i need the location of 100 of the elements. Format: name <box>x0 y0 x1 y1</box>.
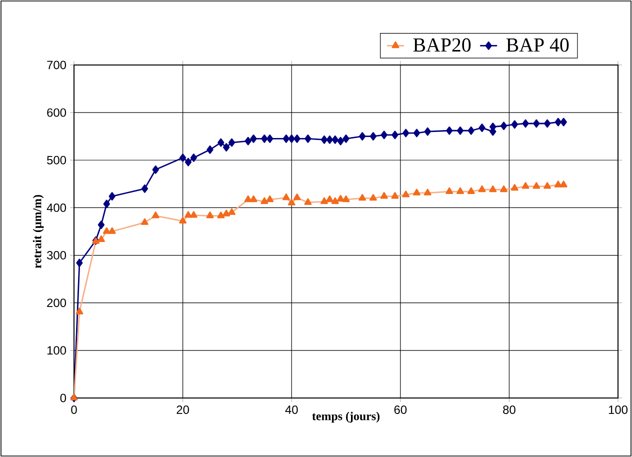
point <box>108 227 116 234</box>
point <box>522 119 529 128</box>
point <box>478 124 486 132</box>
point <box>468 126 474 135</box>
point <box>108 192 116 200</box>
point <box>261 134 268 143</box>
point <box>554 180 562 188</box>
point <box>152 212 160 218</box>
point <box>500 122 508 130</box>
point <box>102 227 110 234</box>
point <box>184 158 192 166</box>
point <box>446 126 453 135</box>
point <box>228 138 236 147</box>
point <box>282 134 290 143</box>
point <box>293 194 301 200</box>
point <box>250 134 257 143</box>
point <box>380 192 388 199</box>
point <box>218 138 224 147</box>
point <box>358 194 366 201</box>
y-tick-label: 400 <box>46 203 66 212</box>
point <box>152 165 159 174</box>
point <box>223 143 230 152</box>
point <box>511 120 518 129</box>
point <box>294 134 300 143</box>
point <box>554 118 562 126</box>
point <box>320 197 328 204</box>
x-tick-label: 20 <box>176 406 189 414</box>
point <box>522 182 530 189</box>
point <box>332 135 338 144</box>
point <box>369 194 377 201</box>
point <box>380 130 388 140</box>
point <box>337 136 344 146</box>
point <box>141 218 148 225</box>
y-tick-label: 100 <box>47 346 66 355</box>
point <box>266 134 274 143</box>
point <box>424 188 432 196</box>
x-tick-label: 100 <box>608 406 628 414</box>
point <box>489 185 497 192</box>
point <box>179 154 186 162</box>
point <box>370 132 377 141</box>
point <box>342 195 350 202</box>
point <box>320 135 328 144</box>
point <box>98 220 105 230</box>
point <box>560 180 568 188</box>
point <box>510 184 518 191</box>
point <box>141 184 148 193</box>
legend-label: BAP 40 <box>506 38 569 52</box>
point <box>190 211 198 218</box>
point <box>391 192 399 199</box>
y-tick-label: 700 <box>47 60 66 70</box>
point <box>402 190 410 198</box>
y-axis-title: retrait (µm/m) <box>32 195 44 268</box>
point <box>533 119 540 128</box>
point <box>424 127 431 136</box>
point <box>532 182 540 189</box>
point <box>76 308 84 314</box>
point <box>560 118 567 126</box>
point <box>456 126 464 135</box>
point <box>326 195 334 202</box>
x-axis-title: temps (jours) <box>312 412 380 423</box>
point <box>76 258 83 268</box>
point <box>179 216 187 224</box>
point <box>544 119 551 128</box>
point <box>217 212 225 218</box>
y-tick-label: 500 <box>47 156 66 164</box>
point <box>190 154 198 162</box>
x-tick-label: 60 <box>394 406 407 414</box>
x-tick-label: 0 <box>71 406 77 414</box>
y-tick-label: 600 <box>47 108 66 117</box>
y-tick-label: 200 <box>47 298 66 308</box>
point <box>184 211 192 218</box>
point <box>446 187 454 194</box>
point <box>544 182 552 189</box>
legend-label: BAP20 <box>413 38 471 52</box>
point <box>97 235 105 242</box>
point <box>392 130 398 140</box>
point <box>266 195 274 202</box>
point <box>304 198 312 205</box>
point <box>413 128 420 138</box>
point <box>359 132 366 141</box>
point <box>478 185 486 192</box>
point <box>244 195 252 202</box>
point <box>500 185 508 192</box>
point <box>326 135 334 144</box>
x-tick-label: 40 <box>285 406 298 414</box>
point <box>402 128 410 138</box>
point <box>412 188 420 196</box>
y-tick-label: 300 <box>46 251 66 260</box>
point <box>456 187 464 194</box>
point <box>288 134 295 143</box>
point <box>222 210 230 216</box>
point <box>228 208 236 215</box>
point <box>260 197 268 204</box>
point <box>304 134 312 143</box>
point <box>206 212 214 218</box>
point <box>250 195 258 202</box>
point <box>336 194 344 202</box>
point <box>288 198 296 206</box>
point <box>244 136 252 146</box>
point <box>467 187 475 194</box>
